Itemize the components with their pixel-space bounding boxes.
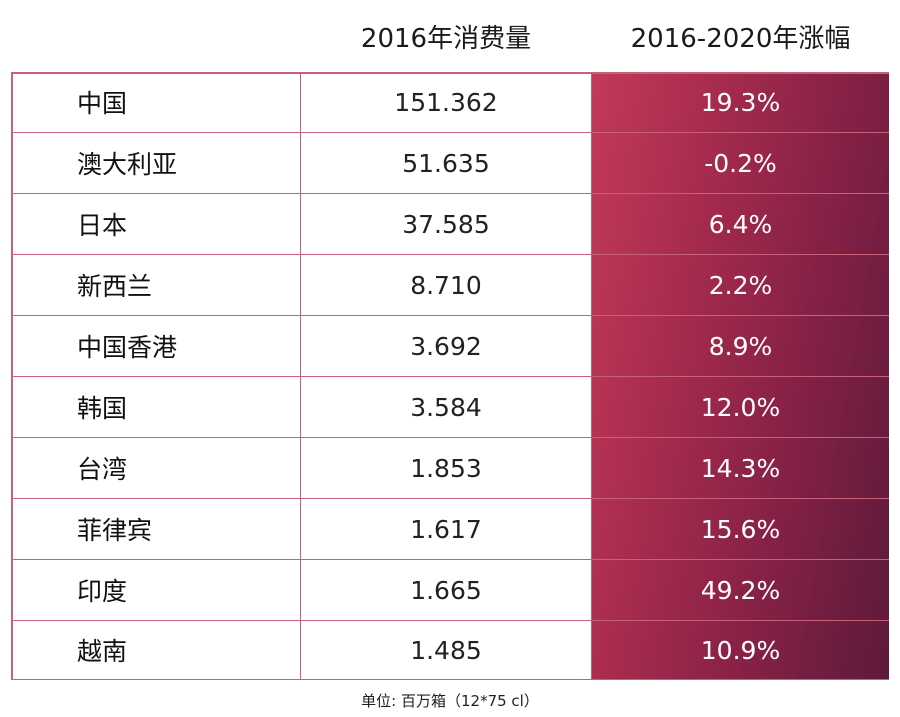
unit-note: 单位: 百万箱（12*75 cl） — [361, 692, 539, 710]
consumption-value: 1.853 — [301, 438, 592, 498]
column-header-consumption: 2016年消费量 — [360, 24, 532, 54]
region-name: 台湾 — [11, 438, 301, 498]
consumption-value: 3.692 — [301, 316, 592, 376]
table-row: 台湾 1.853 14.3% — [11, 438, 889, 499]
column-header-growth: 2016-2020年涨幅 — [630, 24, 851, 54]
region-name: 越南 — [11, 621, 301, 679]
table-row: 新西兰 8.710 2.2% — [11, 255, 889, 316]
table-row: 越南 1.485 10.9% — [11, 621, 889, 680]
consumption-value: 1.665 — [301, 560, 592, 620]
consumption-value: 1.617 — [301, 499, 592, 559]
table-row: 中国 151.362 19.3% — [11, 72, 889, 133]
region-name: 中国 — [11, 72, 301, 132]
region-name: 菲律宾 — [11, 499, 301, 559]
table-row: 中国香港 3.692 8.9% — [11, 316, 889, 377]
table-header: 2016年消费量 2016-2020年涨幅 — [0, 0, 900, 72]
growth-value: 15.6% — [700, 514, 781, 544]
consumption-value: 37.585 — [301, 194, 592, 254]
growth-value: 10.9% — [700, 635, 781, 665]
region-name: 印度 — [11, 560, 301, 620]
region-name: 澳大利亚 — [11, 133, 301, 193]
growth-value: 14.3% — [700, 453, 781, 483]
region-name: 日本 — [11, 194, 301, 254]
growth-value: 6.4% — [708, 209, 773, 239]
consumption-value: 151.362 — [301, 72, 592, 132]
table-row: 韩国 3.584 12.0% — [11, 377, 889, 438]
table-row: 印度 1.665 49.2% — [11, 560, 889, 621]
table-row: 日本 37.585 6.4% — [11, 194, 889, 255]
consumption-value: 8.710 — [301, 255, 592, 315]
growth-value: 49.2% — [700, 575, 781, 605]
region-name: 中国香港 — [11, 316, 301, 376]
consumption-value: 3.584 — [301, 377, 592, 437]
growth-value: 12.0% — [700, 392, 781, 422]
consumption-value: 1.485 — [301, 621, 592, 679]
consumption-value: 51.635 — [301, 133, 592, 193]
region-name: 韩国 — [11, 377, 301, 437]
growth-value: -0.2% — [704, 148, 777, 178]
table-row: 菲律宾 1.617 15.6% — [11, 499, 889, 560]
growth-value: 2.2% — [708, 270, 773, 300]
table-row: 澳大利亚 51.635 -0.2% — [11, 133, 889, 194]
growth-value: 19.3% — [700, 87, 781, 117]
growth-value: 8.9% — [708, 331, 773, 361]
region-name: 新西兰 — [11, 255, 301, 315]
